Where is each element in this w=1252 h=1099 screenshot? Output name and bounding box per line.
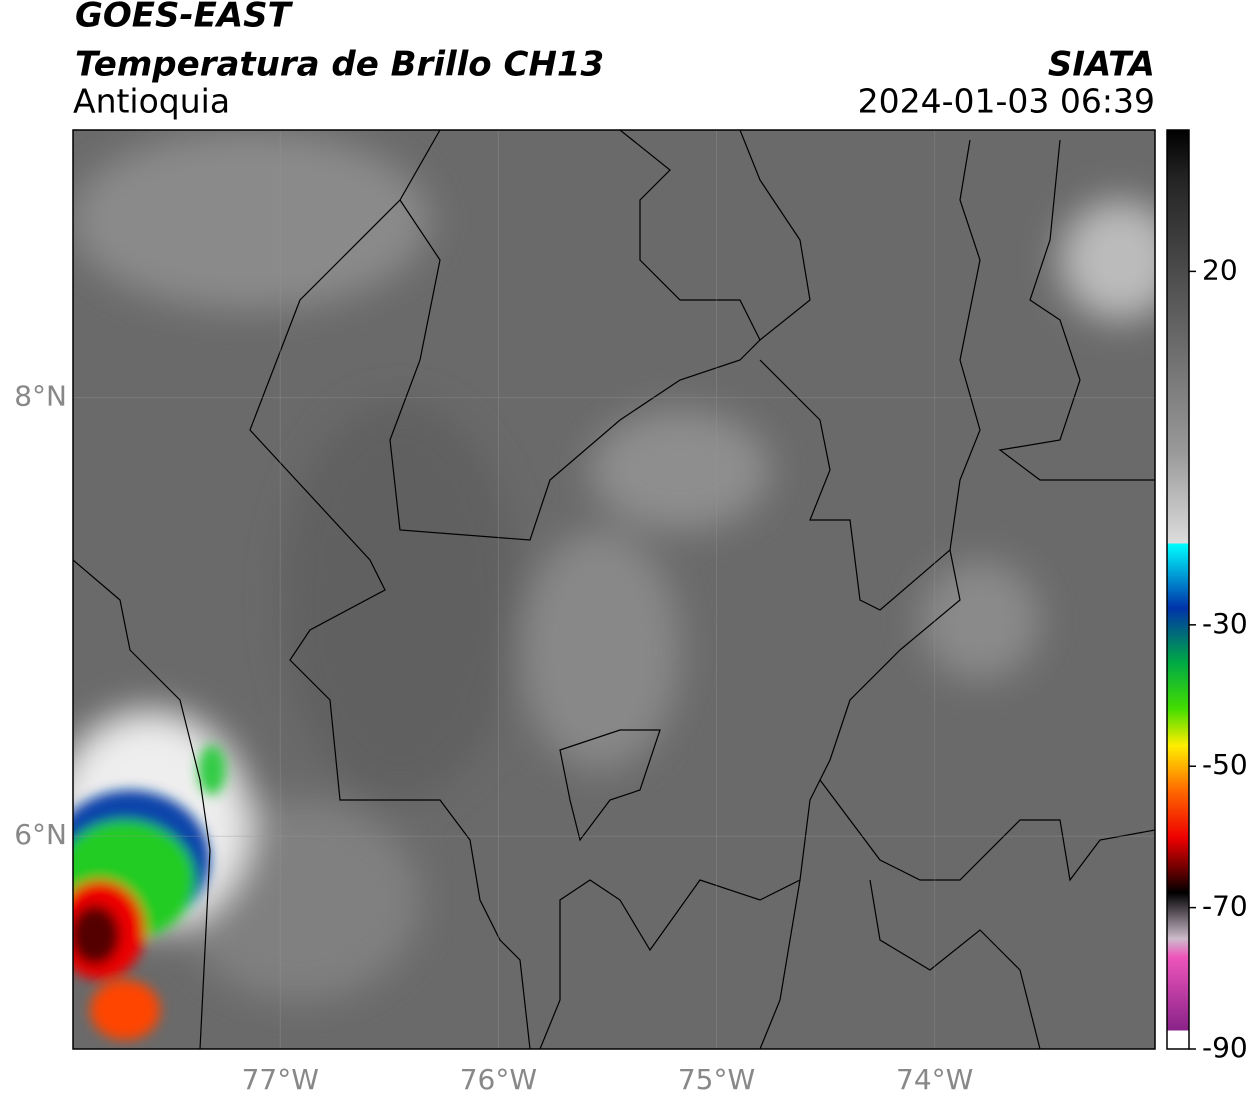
colorbar <box>1166 129 1190 1050</box>
colorbar-tick-label: -30 <box>1202 607 1248 640</box>
map-frame <box>72 129 1156 1050</box>
title: GOES-EAST <box>75 0 294 36</box>
colorbar-tick-label: -90 <box>1202 1031 1248 1064</box>
x-tick-label: 75°W <box>678 1063 755 1096</box>
datetime: 2024-01-03 06:39 <box>858 82 1155 121</box>
colorbar-tick-label: -70 <box>1202 890 1248 923</box>
region: Antioquia <box>73 82 230 121</box>
x-tick-label: 76°W <box>460 1063 537 1096</box>
colorbar-tick-label: -50 <box>1202 748 1248 781</box>
y-tick-label: 8°N <box>14 380 67 413</box>
source: SIATA <box>1048 45 1155 85</box>
x-tick-label: 77°W <box>242 1063 319 1096</box>
map-image <box>73 130 1155 1049</box>
x-tick-label: 74°W <box>896 1063 973 1096</box>
subtitle: Temperatura de Brillo CH13 <box>75 45 604 85</box>
y-tick-label: 6°N <box>14 818 67 851</box>
colorbar-tick-label: 20 <box>1202 253 1238 286</box>
